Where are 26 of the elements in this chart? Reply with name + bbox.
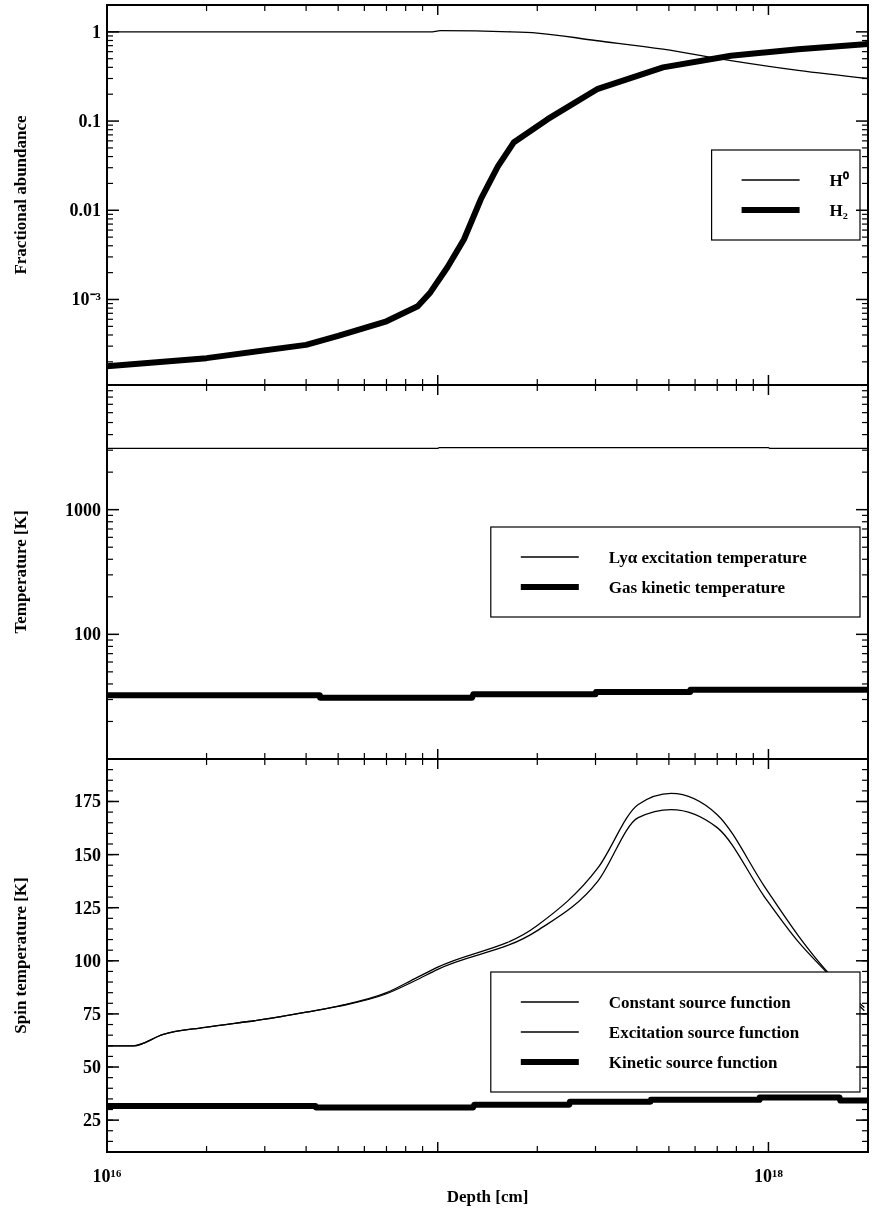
y-tick-label: 1000 <box>65 499 101 520</box>
y-axis-title: Spin temperature [K] <box>11 877 30 1034</box>
y-tick-label: 100 <box>74 624 101 645</box>
x-tick-label: 10¹⁸ <box>754 1166 784 1186</box>
y-tick-label: 125 <box>74 897 101 918</box>
legend-label: Constant source function <box>608 993 792 1012</box>
y-tick-label: 25 <box>83 1110 101 1131</box>
y-tick-label: 50 <box>83 1057 101 1078</box>
legend-label: Gas kinetic temperature <box>608 578 786 597</box>
legend-label: Kinetic source function <box>608 1053 779 1072</box>
y-tick-label: 175 <box>74 791 101 812</box>
y-tick-label: 75 <box>83 1003 101 1024</box>
legend-label: Excitation source function <box>608 1023 800 1042</box>
legend-label: Lyα excitation temperature <box>608 548 808 567</box>
y-tick-label: 1 <box>92 21 101 42</box>
legend-label: H⁰ <box>829 171 849 190</box>
legend-label: H₂ <box>829 201 848 220</box>
y-axis-title: Temperature [K] <box>11 510 30 634</box>
y-axis-title: Fractional abundance <box>11 114 30 275</box>
y-tick-label: 150 <box>74 844 101 865</box>
y-tick-label: 10⁻³ <box>71 289 102 310</box>
y-tick-label: 0.1 <box>78 111 101 132</box>
y-tick-label: 0.01 <box>69 200 101 221</box>
x-tick-label: 10¹⁶ <box>92 1166 122 1186</box>
y-tick-label: 100 <box>74 950 101 971</box>
x-axis-title: Depth [cm] <box>446 1187 529 1206</box>
